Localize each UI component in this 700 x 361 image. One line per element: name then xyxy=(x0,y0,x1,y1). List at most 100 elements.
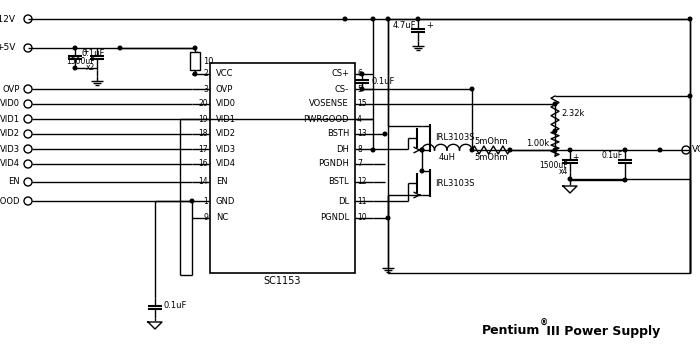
Circle shape xyxy=(386,17,390,21)
Text: 1500uF: 1500uF xyxy=(540,161,568,170)
Text: 15: 15 xyxy=(357,100,367,109)
Text: +12V: +12V xyxy=(0,14,15,23)
Text: EN: EN xyxy=(216,178,228,187)
Circle shape xyxy=(360,87,364,91)
Text: 5mOhm: 5mOhm xyxy=(475,152,508,161)
Text: 19: 19 xyxy=(198,114,208,123)
Text: III Power Supply: III Power Supply xyxy=(542,325,660,338)
Bar xyxy=(190,52,200,70)
Text: 6: 6 xyxy=(357,70,362,78)
Text: 7: 7 xyxy=(357,160,362,169)
Circle shape xyxy=(118,46,122,50)
Circle shape xyxy=(568,177,572,181)
Circle shape xyxy=(688,17,692,21)
Circle shape xyxy=(470,87,474,91)
Text: 2.32k: 2.32k xyxy=(561,109,584,118)
Circle shape xyxy=(553,148,556,152)
Text: VID0: VID0 xyxy=(0,100,20,109)
Text: PGNDH: PGNDH xyxy=(318,160,349,169)
Text: IRL3103S: IRL3103S xyxy=(435,134,475,143)
Text: 20: 20 xyxy=(198,100,208,109)
Text: DL: DL xyxy=(338,196,349,205)
Circle shape xyxy=(508,148,512,152)
Text: NC: NC xyxy=(216,213,228,222)
Text: x4: x4 xyxy=(559,166,568,175)
Text: 3: 3 xyxy=(203,84,208,93)
Text: VID4: VID4 xyxy=(0,160,20,169)
Text: BSTH: BSTH xyxy=(327,130,349,139)
Bar xyxy=(388,19,690,273)
Text: 16: 16 xyxy=(198,160,208,169)
Circle shape xyxy=(360,72,364,76)
Text: 10: 10 xyxy=(357,213,367,222)
Text: VCCP: VCCP xyxy=(692,145,700,155)
Circle shape xyxy=(343,17,346,21)
Text: 4: 4 xyxy=(357,114,362,123)
Text: +: + xyxy=(572,152,578,161)
Circle shape xyxy=(553,102,556,106)
Text: BSTL: BSTL xyxy=(328,178,349,187)
Text: +5V: +5V xyxy=(0,43,15,52)
Text: +: + xyxy=(82,47,88,56)
Circle shape xyxy=(371,148,374,152)
Text: 5mOhm: 5mOhm xyxy=(475,138,508,147)
Text: 0.1uF: 0.1uF xyxy=(82,49,106,58)
Text: 12: 12 xyxy=(357,178,367,187)
Text: PWRGOOD: PWRGOOD xyxy=(0,196,20,205)
Text: 17: 17 xyxy=(198,144,208,153)
Text: GND: GND xyxy=(216,196,235,205)
Circle shape xyxy=(420,169,424,173)
Text: 10: 10 xyxy=(203,57,214,65)
Text: VID2: VID2 xyxy=(0,130,20,139)
Text: 14: 14 xyxy=(198,178,208,187)
Text: 1.00k: 1.00k xyxy=(526,139,549,148)
Circle shape xyxy=(470,148,474,152)
Text: 0.1uF: 0.1uF xyxy=(602,152,623,161)
Text: +: + xyxy=(426,22,433,30)
Circle shape xyxy=(623,178,626,182)
Circle shape xyxy=(568,148,572,152)
Text: VID0: VID0 xyxy=(216,100,236,109)
Text: VID1: VID1 xyxy=(216,114,236,123)
Circle shape xyxy=(623,148,626,152)
Circle shape xyxy=(371,17,374,21)
Circle shape xyxy=(386,216,390,220)
Polygon shape xyxy=(148,322,162,329)
Circle shape xyxy=(74,46,77,50)
Text: VID4: VID4 xyxy=(216,160,236,169)
Text: 5: 5 xyxy=(357,84,362,93)
Text: 0.1uF: 0.1uF xyxy=(371,77,394,86)
Text: OVP: OVP xyxy=(3,84,20,93)
Text: VCC: VCC xyxy=(216,70,234,78)
Circle shape xyxy=(74,66,77,70)
Text: VID2: VID2 xyxy=(216,130,236,139)
Text: IRL3103S: IRL3103S xyxy=(435,178,475,187)
Text: 4.7uF: 4.7uF xyxy=(393,22,416,30)
Circle shape xyxy=(688,94,692,98)
Text: 18: 18 xyxy=(199,130,208,139)
Text: OVP: OVP xyxy=(216,84,233,93)
Text: Pentium: Pentium xyxy=(482,325,540,338)
Text: 1500uF: 1500uF xyxy=(66,57,95,66)
Circle shape xyxy=(658,148,662,152)
Text: DH: DH xyxy=(336,144,349,153)
Circle shape xyxy=(383,132,387,136)
Circle shape xyxy=(416,17,420,21)
Text: x2: x2 xyxy=(85,62,95,71)
Text: VID3: VID3 xyxy=(0,144,20,153)
Circle shape xyxy=(420,148,424,152)
Text: SC1153: SC1153 xyxy=(264,276,301,286)
Text: 9: 9 xyxy=(203,213,208,222)
Text: VOSENSE: VOSENSE xyxy=(309,100,349,109)
Circle shape xyxy=(190,199,194,203)
Text: 11: 11 xyxy=(357,196,367,205)
Text: EN: EN xyxy=(8,178,20,187)
Circle shape xyxy=(420,148,424,152)
Polygon shape xyxy=(563,186,577,193)
Text: 1: 1 xyxy=(203,196,208,205)
Text: 8: 8 xyxy=(357,144,362,153)
Text: ®: ® xyxy=(540,319,548,328)
Text: PWRGOOD: PWRGOOD xyxy=(304,114,349,123)
Text: PGNDL: PGNDL xyxy=(320,213,349,222)
Text: 4uH: 4uH xyxy=(438,153,456,162)
